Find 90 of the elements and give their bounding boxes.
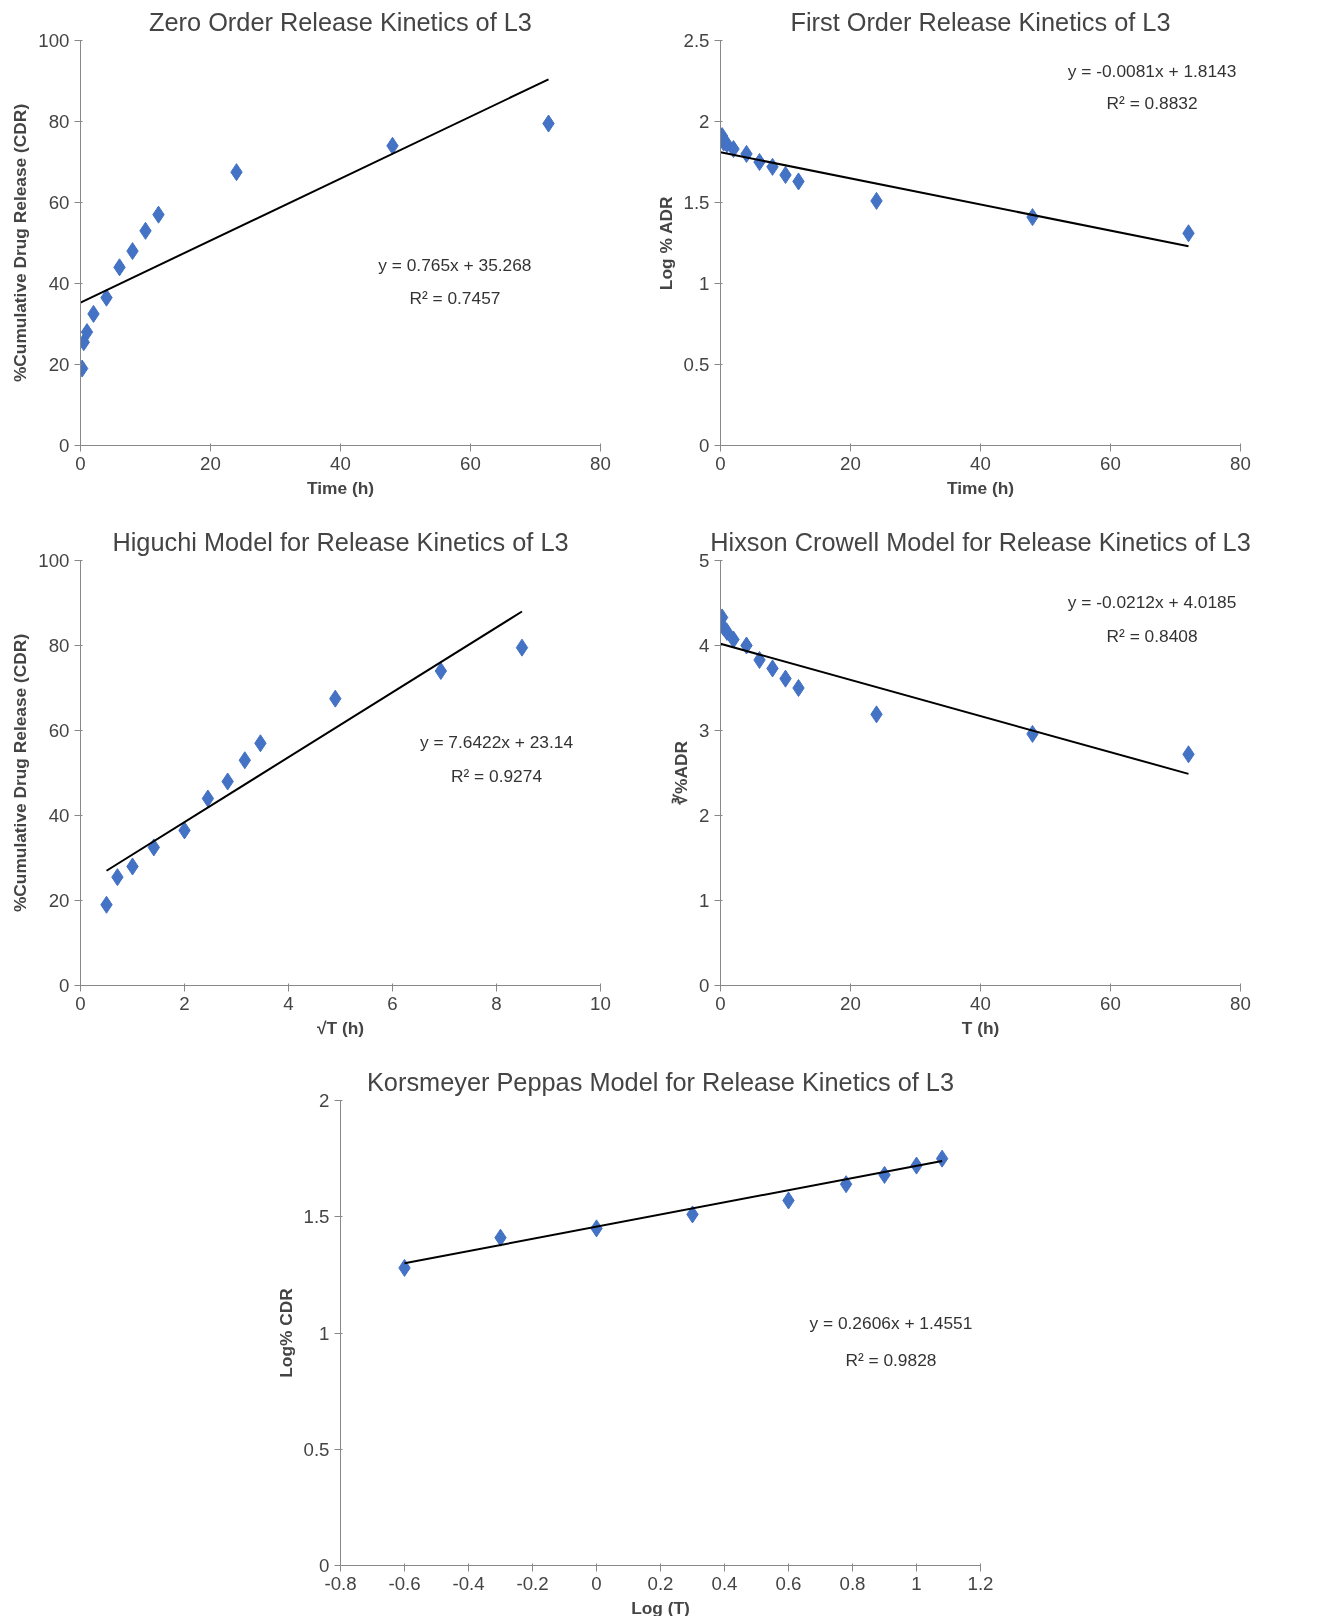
y-tick-label: 20 <box>48 354 70 375</box>
x-tick-label: 40 <box>970 452 991 474</box>
chart-title: Higuchi Model for Release Kinetics of L3 <box>112 527 569 556</box>
point <box>201 789 215 808</box>
x-tick-label: 1.2 <box>967 1572 994 1594</box>
y-tick-label: 1 <box>319 1322 330 1344</box>
x-tick-label: -0.2 <box>516 1572 549 1594</box>
y-tick-label: 0.5 <box>303 1438 330 1460</box>
annotation: R² = 0.9274 <box>450 765 543 786</box>
x-tick-label: 0 <box>75 992 86 1014</box>
annotation: R² = 0.8832 <box>1106 93 1198 114</box>
point <box>515 638 529 657</box>
x-tick-label: 60 <box>460 452 481 474</box>
y-tick-label: 100 <box>38 550 70 571</box>
point <box>792 679 805 697</box>
x-tick-label: 60 <box>1100 452 1121 474</box>
y-axis-title: ∛%ADR <box>671 740 692 805</box>
x-tick-label: -0.6 <box>388 1572 421 1594</box>
x-tick-label: 0.8 <box>839 1572 866 1594</box>
point <box>935 1149 949 1168</box>
chart-title: Korsmeyer Peppas Model for Release Kinetics of L3 <box>366 1067 955 1096</box>
y-tick-label: 5 <box>699 550 710 571</box>
x-tick-label: 0 <box>715 452 726 474</box>
x-axis-title: Time (h) <box>946 477 1015 498</box>
y-axis-title: Log% CDR <box>275 1287 296 1378</box>
x-tick-label: 20 <box>200 452 221 474</box>
y-tick-label: 1 <box>699 890 710 911</box>
x-tick-label: 10 <box>590 992 611 1014</box>
point <box>434 662 448 680</box>
y-tick-label: 0 <box>59 435 70 456</box>
y-tick-label: 4 <box>699 635 710 656</box>
y-tick-label: 1 <box>699 273 710 294</box>
y-tick-label: 0 <box>699 435 710 456</box>
x-tick-label: 0 <box>75 452 86 474</box>
x-axis-title: T (h) <box>961 1017 1000 1038</box>
y-tick-label: 1.5 <box>303 1206 330 1228</box>
x-tick-label: 0.2 <box>647 1572 674 1594</box>
annotation: y = 0.765x + 35.268 <box>378 255 532 276</box>
y-tick-label: 100 <box>38 30 70 51</box>
x-tick-label: 6 <box>387 992 398 1014</box>
point <box>720 622 734 641</box>
y-tick-label: 80 <box>48 111 70 132</box>
y-tick-label: 80 <box>48 635 70 656</box>
y-tick-label: 1.5 <box>683 192 710 213</box>
y-tick-label: 2 <box>699 111 710 132</box>
x-tick-label: 80 <box>1230 452 1251 474</box>
annotation: y = -0.0212x + 4.0185 <box>1067 591 1237 612</box>
y-tick-label: 20 <box>48 890 70 911</box>
x-tick-label: 0 <box>715 992 726 1014</box>
point <box>80 323 94 342</box>
point <box>839 1175 853 1194</box>
y-tick-label: 0 <box>59 975 70 996</box>
x-axis-title: Time (h) <box>306 477 375 498</box>
y-tick-label: 3 <box>699 720 710 741</box>
y-axis-title: Log % ADR <box>655 195 676 291</box>
x-tick-label: 60 <box>1100 992 1121 1014</box>
y-tick-label: 0 <box>699 975 710 996</box>
annotation: R² = 0.8408 <box>1106 625 1198 646</box>
x-tick-label: 20 <box>840 992 861 1014</box>
x-tick-label: 0.6 <box>775 1572 802 1594</box>
y-tick-label: 2.5 <box>683 30 710 51</box>
y-tick-label: 60 <box>48 720 70 741</box>
annotation: R² = 0.9828 <box>845 1350 937 1371</box>
x-tick-label: 4 <box>283 992 294 1014</box>
annotation: y = 7.6422x + 23.14 <box>419 731 574 752</box>
x-tick-label: 0 <box>591 1572 602 1594</box>
chart-title: Zero Order Release Kinetics of L3 <box>149 7 532 36</box>
y-tick-label: 40 <box>48 273 70 294</box>
x-tick-label: 20 <box>840 452 861 474</box>
y-axis-title: %Cumulative Drug Release (CDR) <box>10 103 31 383</box>
x-tick-label: 2 <box>179 992 190 1014</box>
y-tick-label: 60 <box>48 192 70 213</box>
y-axis-title: %Cumulative Drug Release (CDR) <box>10 633 31 913</box>
x-axis-title: √T (h) <box>316 1017 365 1038</box>
x-tick-label: 80 <box>1230 992 1251 1014</box>
chart-title: Hixson Crowell Model for Release Kinetics of L3 <box>710 527 1251 556</box>
x-tick-label: 0.4 <box>711 1572 738 1594</box>
x-tick-label: 8 <box>491 992 502 1014</box>
y-tick-label: 2 <box>319 1090 330 1111</box>
x-tick-label: 40 <box>970 992 991 1014</box>
y-tick-label: 0.5 <box>683 354 710 375</box>
annotation: y = 0.2606x + 1.4551 <box>809 1313 973 1333</box>
y-tick-label: 40 <box>48 805 70 826</box>
x-tick-label: -0.4 <box>452 1572 485 1594</box>
x-tick-label: 80 <box>590 452 611 474</box>
x-tick-label: 1 <box>911 1572 922 1594</box>
y-tick-label: 2 <box>699 805 710 826</box>
annotation: y = -0.0081x + 1.8143 <box>1067 61 1237 81</box>
chart-title: First Order Release Kinetics of L3 <box>790 7 1171 36</box>
annotation: R² = 0.7457 <box>409 287 501 308</box>
